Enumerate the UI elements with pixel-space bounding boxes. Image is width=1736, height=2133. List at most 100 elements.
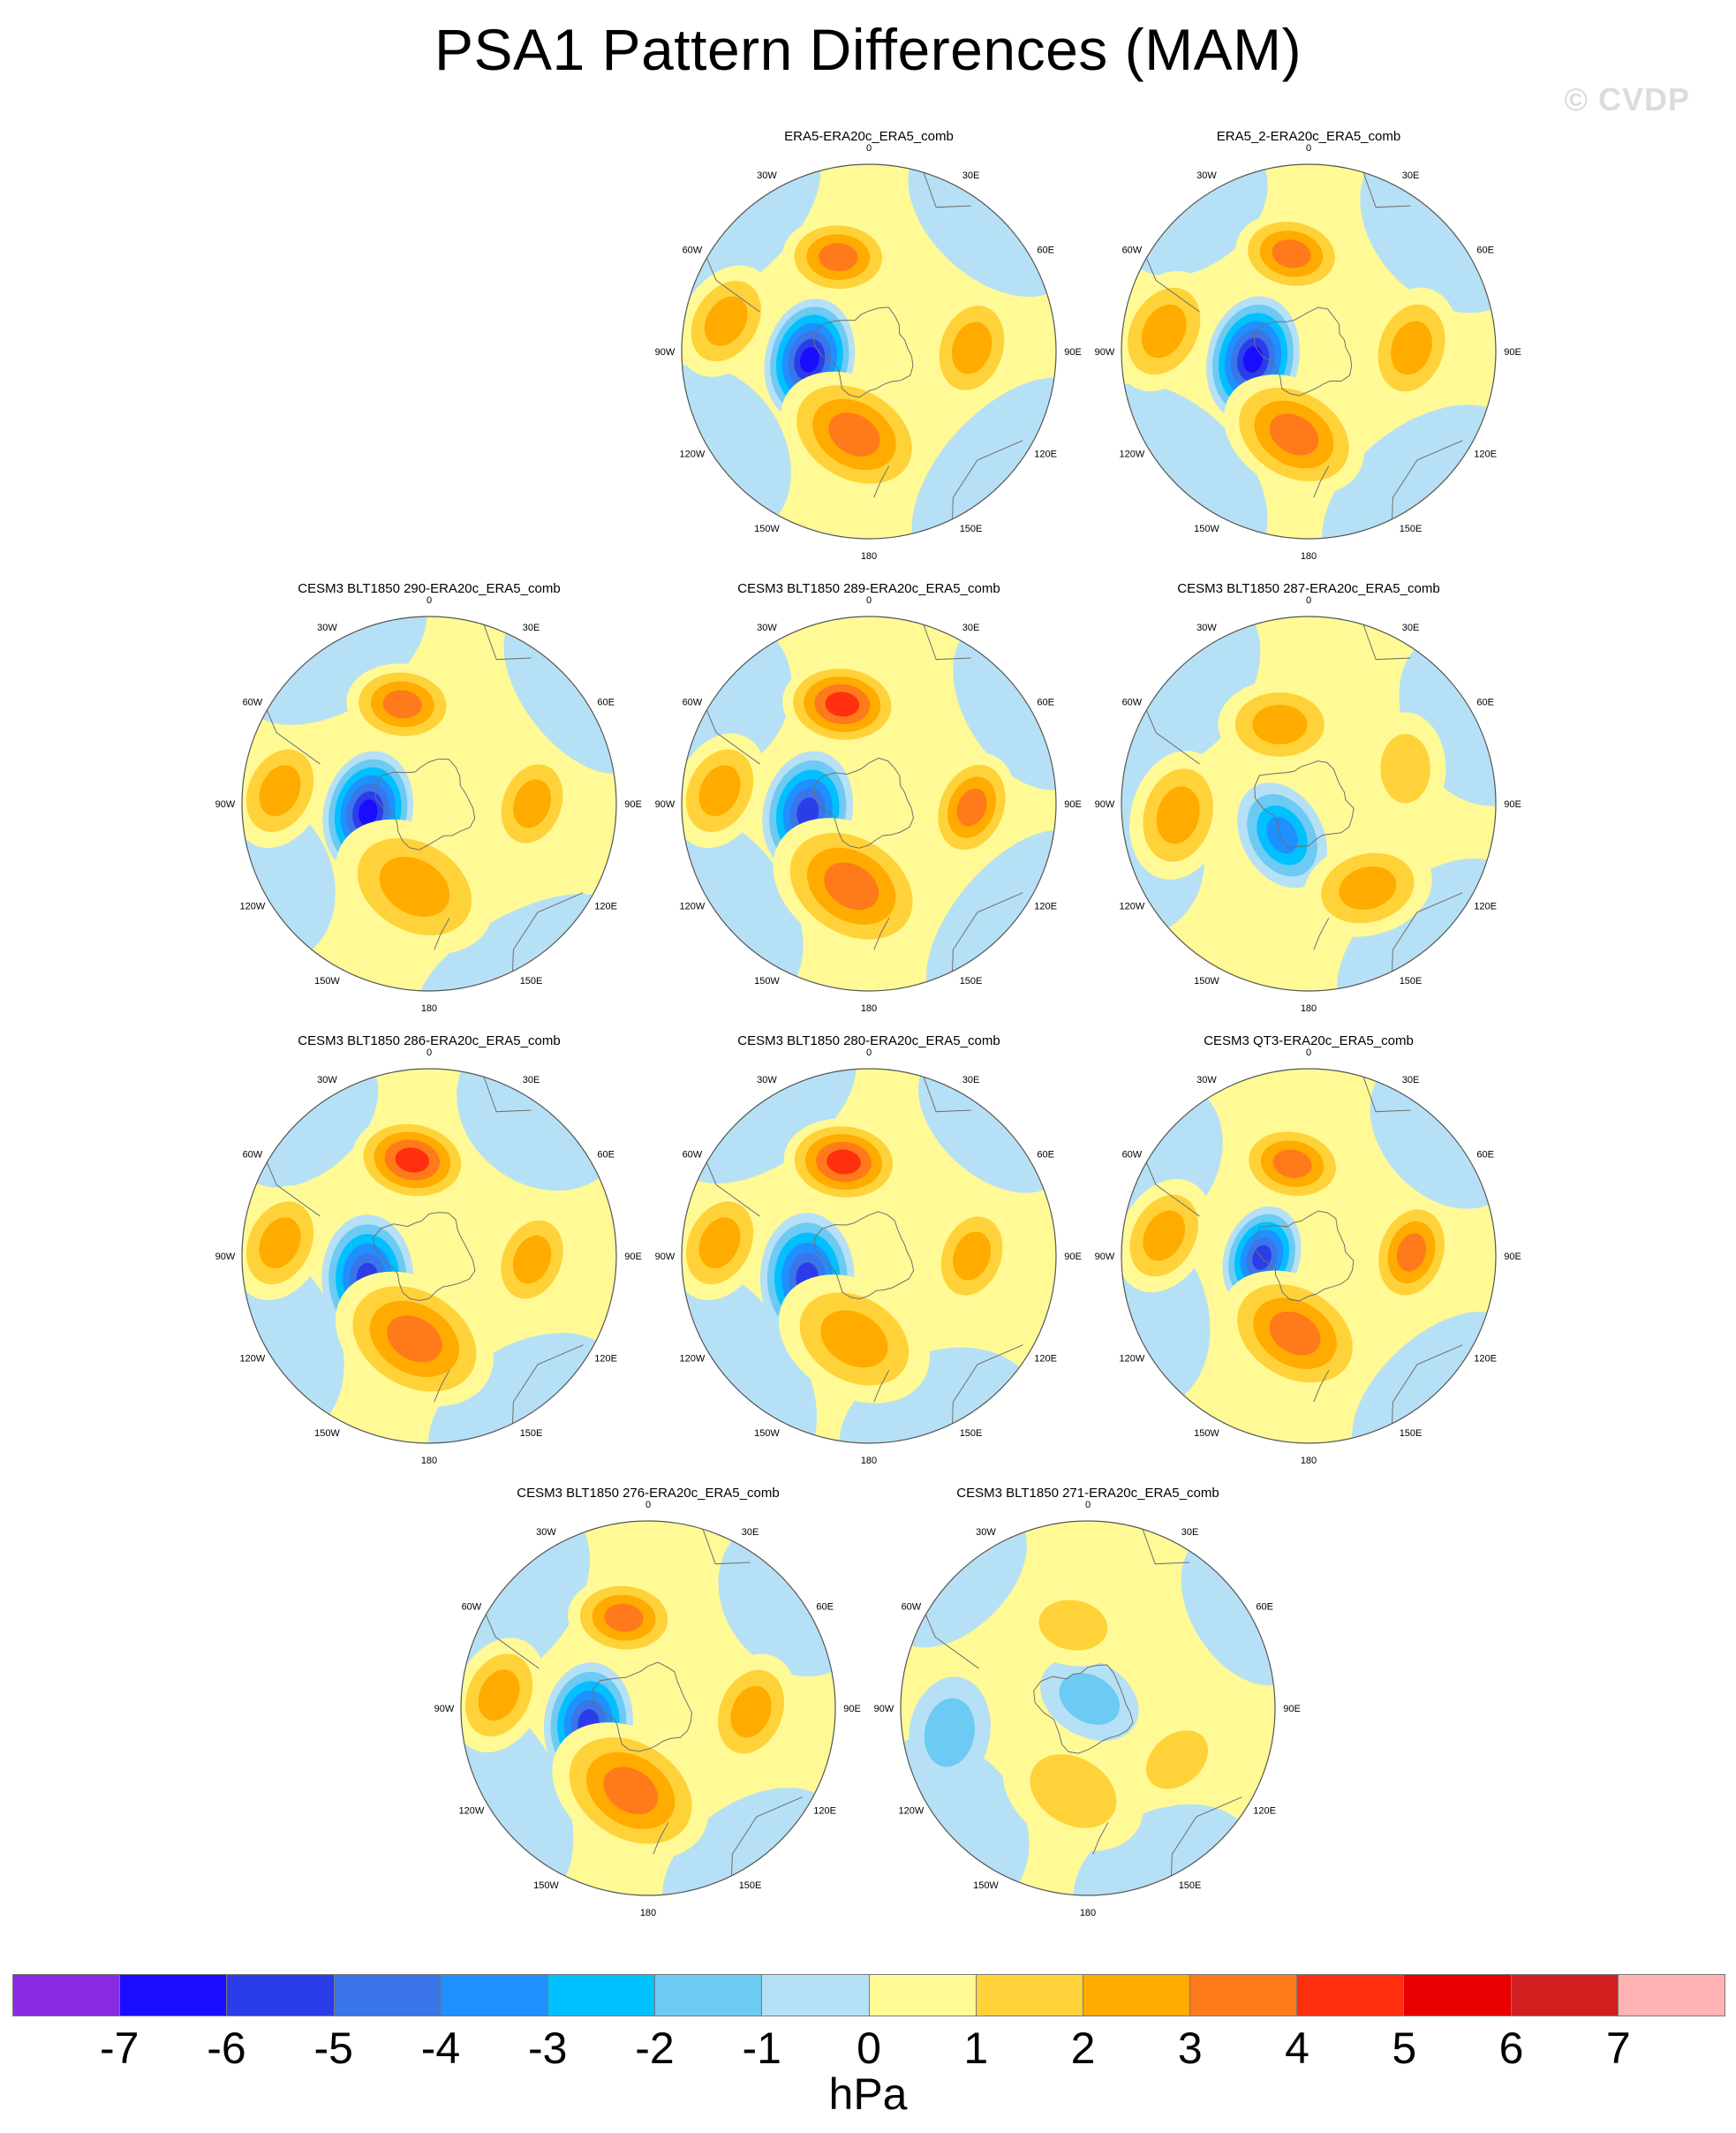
longitude-label: 0: [866, 1048, 872, 1058]
longitude-label: 90W: [215, 1252, 236, 1262]
longitude-label: 150E: [960, 976, 983, 987]
longitude-label: 120W: [1120, 450, 1145, 460]
longitude-label: 30E: [523, 623, 540, 633]
africa-coastline: [479, 1069, 532, 1113]
colorbar-tick-label: 4: [1285, 2023, 1310, 2073]
longitude-label: 120W: [240, 902, 266, 912]
colorbar-tick-label: -2: [635, 2023, 675, 2073]
map-outline: [460, 1520, 836, 1896]
longitude-label: 90E: [624, 799, 642, 810]
high-anomaly-contour: [395, 1147, 430, 1173]
watermark: © CVDP: [1564, 81, 1690, 117]
colorbar-box: [334, 1975, 442, 2016]
colorbar-tick-label: 6: [1498, 2023, 1524, 2073]
longitude-label: 120W: [1120, 1354, 1145, 1365]
longitude-label: 30E: [962, 623, 980, 633]
longitude-label: 150E: [1179, 1880, 1202, 1891]
longitude-label: 150W: [973, 1880, 999, 1891]
colorbar-tick-label: -3: [528, 2023, 568, 2073]
antarctica-coastline: [1254, 760, 1355, 849]
colorbar: [12, 1974, 1725, 2016]
page-title: PSA1 Pattern Differences (MAM): [434, 17, 1302, 82]
longitude-label: 150E: [1400, 1428, 1423, 1439]
longitude-label: 60W: [1122, 697, 1143, 707]
colorbar-tick-label: -7: [100, 2023, 140, 2073]
longitude-label: 0: [1306, 1048, 1311, 1058]
longitude-label: 60E: [597, 697, 615, 707]
longitude-label: 30E: [1402, 170, 1420, 181]
colorbar-box: [976, 1975, 1083, 2016]
australia-coastline: [511, 1344, 584, 1434]
new-zealand-coastline: [1313, 465, 1330, 498]
longitude-label: 150W: [754, 524, 780, 534]
longitude-label: 0: [426, 595, 432, 606]
africa-coastline: [919, 1069, 971, 1113]
colorbar-box: [1618, 1975, 1725, 2016]
polar-map: 0 30E 60E 90E 120E 150E 180 150W 120W 90W 60W 30W: [1095, 143, 1521, 562]
high-anomaly-contour: [828, 412, 880, 457]
low-anomaly-contour: [1266, 816, 1298, 854]
longitude-label: 0: [1306, 595, 1311, 606]
longitude-label: 120E: [1034, 902, 1057, 912]
high-anomaly-contour: [1145, 1730, 1209, 1789]
panel-title: CESM3 BLT1850 276-ERA20c_ERA5_comb: [517, 1486, 780, 1501]
longitude-label: 30E: [962, 1075, 980, 1085]
polar-map: 0 30E 60E 90E 120E 150E 180 150W 120W 90W 60W 30W: [434, 1500, 861, 1918]
longitude-label: 90E: [1504, 799, 1521, 810]
antarctica-coastline: [1253, 306, 1353, 397]
colorbar-tick-label: 1: [963, 2023, 989, 2073]
panel-title: CESM3 QT3-ERA20c_ERA5_comb: [1204, 1033, 1414, 1048]
africa-coastline: [479, 616, 532, 661]
low-anomaly-contour: [358, 799, 378, 826]
new-zealand-coastline: [653, 1822, 669, 1855]
panel-title: CESM3 BLT1850 287-ERA20c_ERA5_comb: [1177, 581, 1440, 596]
longitude-label: 30W: [757, 170, 777, 181]
longitude-label: 180: [861, 1456, 877, 1466]
africa-coastline: [919, 616, 971, 661]
colorbar-box: [655, 1975, 763, 2016]
longitude-label: 60W: [462, 1601, 482, 1612]
longitude-label: 60W: [1122, 1149, 1143, 1160]
panel-title: ERA5_2-ERA20c_ERA5_comb: [1216, 129, 1401, 144]
negative-region: [682, 364, 791, 537]
negative-region: [242, 1239, 344, 1436]
longitude-label: 90W: [655, 347, 676, 358]
high-anomaly-contour: [1141, 304, 1187, 359]
high-anomaly-contour: [1380, 733, 1430, 804]
high-anomaly-contour: [478, 1669, 520, 1721]
colorbar-box: [1297, 1975, 1405, 2016]
longitude-label: 60W: [683, 697, 703, 707]
panel-title: ERA5-ERA20c_ERA5_comb: [784, 129, 954, 144]
longitude-label: 30E: [523, 1075, 540, 1085]
longitude-label: 120W: [1120, 902, 1145, 912]
high-anomaly-contour: [512, 1235, 552, 1284]
longitude-label: 90E: [624, 1252, 642, 1262]
panel-title: CESM3 BLT1850 280-ERA20c_ERA5_comb: [737, 1033, 1000, 1048]
africa-coastline: [919, 164, 971, 208]
high-anomaly-contour: [820, 1310, 888, 1368]
antarctica-coastline: [592, 1661, 693, 1752]
colorbar-units: hPa: [828, 2069, 908, 2119]
longitude-label: 90E: [1504, 1252, 1521, 1262]
colorbar-tick-label: -5: [313, 2023, 353, 2073]
longitude-label: 60E: [1037, 245, 1054, 255]
colorbar-labels: -7 -6 -5 -4 -3 -2 -1 0 1 2 3 4 5 6 7: [12, 2023, 1725, 2076]
high-anomaly-contour: [704, 296, 748, 346]
colorbar-tick-label: 0: [857, 2023, 881, 2073]
longitude-label: 90W: [874, 1704, 894, 1714]
longitude-label: 30E: [1181, 1527, 1199, 1538]
longitude-label: 90W: [1095, 1252, 1115, 1262]
longitude-label: 0: [1306, 143, 1311, 154]
australia-coastline: [1391, 440, 1463, 530]
antarctica-coastline: [374, 758, 476, 851]
high-anomaly-contour: [1252, 704, 1308, 745]
longitude-label: 60E: [597, 1149, 615, 1160]
longitude-label: 150E: [520, 1428, 543, 1439]
low-anomaly-contour: [924, 1698, 975, 1767]
longitude-label: 0: [426, 1048, 432, 1058]
longitude-label: 60E: [1037, 697, 1054, 707]
map-panel: CESM3 BLT1850 290-ERA20c_ERA5_comb 0 30E 60…: [208, 581, 650, 1014]
high-anomaly-contour: [1339, 866, 1397, 910]
high-anomaly-contour: [951, 321, 993, 374]
antarctica-coastline: [812, 757, 914, 849]
